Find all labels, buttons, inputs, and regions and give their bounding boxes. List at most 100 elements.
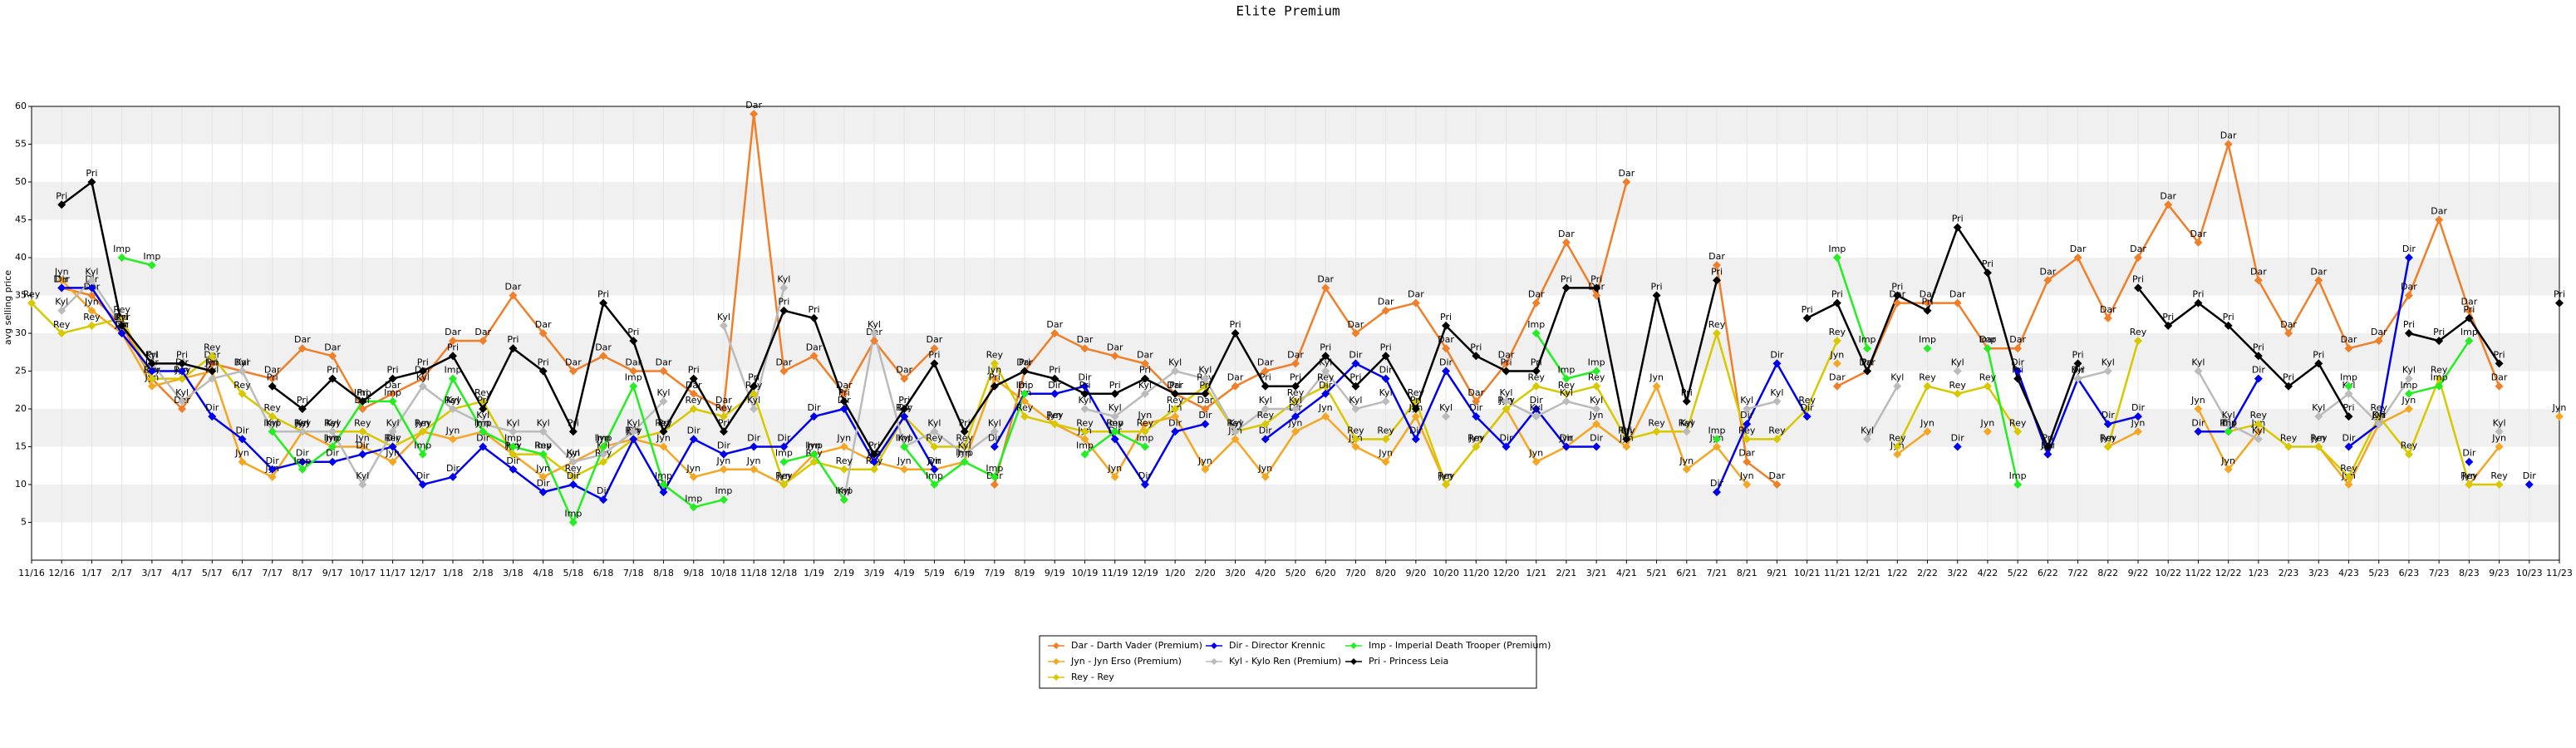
point-label: Pri bbox=[417, 357, 429, 368]
point bbox=[1351, 435, 1360, 444]
point bbox=[238, 457, 247, 466]
point-label: Pri bbox=[838, 387, 850, 398]
point-label: Jyn bbox=[2552, 402, 2567, 413]
point bbox=[779, 283, 789, 293]
point-label: Pri bbox=[1500, 357, 1512, 368]
point bbox=[2164, 200, 2173, 209]
point bbox=[870, 465, 878, 474]
point bbox=[1321, 412, 1330, 421]
point-label: Pri bbox=[868, 440, 880, 451]
point bbox=[2013, 427, 2023, 436]
point bbox=[659, 480, 668, 489]
point bbox=[238, 367, 247, 376]
point-label: Pri bbox=[2433, 327, 2445, 337]
point bbox=[479, 405, 488, 413]
point bbox=[930, 427, 939, 436]
point bbox=[1381, 457, 1390, 466]
point bbox=[719, 450, 728, 459]
point bbox=[2555, 412, 2564, 421]
point bbox=[2103, 442, 2112, 451]
point bbox=[750, 465, 759, 474]
point bbox=[1411, 435, 1420, 444]
point-label: Imp bbox=[113, 244, 130, 254]
point bbox=[750, 110, 759, 119]
point-label: Dar bbox=[2100, 304, 2116, 315]
point bbox=[509, 442, 518, 451]
point bbox=[2103, 313, 2112, 322]
point-label: Rey bbox=[2009, 417, 2027, 428]
point-label: Dar bbox=[1408, 289, 1424, 300]
point-label: Dir bbox=[2011, 357, 2025, 368]
point-label: Kyl bbox=[1500, 387, 1513, 398]
point bbox=[2224, 465, 2233, 474]
x-tick-label: 12/18 bbox=[771, 568, 798, 578]
point bbox=[1893, 381, 1902, 391]
point-label: Pri bbox=[778, 297, 789, 308]
point-label: Dar bbox=[715, 395, 732, 406]
x-tick-label: 1/20 bbox=[1165, 568, 1186, 578]
point-label: Pri bbox=[1230, 319, 1241, 330]
point-label: Rey bbox=[1768, 425, 1786, 436]
point bbox=[147, 261, 156, 270]
point-label: Kyl bbox=[1229, 417, 1242, 428]
point bbox=[418, 427, 427, 436]
point-label: Imp bbox=[263, 417, 281, 428]
point-label: Dir bbox=[446, 463, 460, 474]
point-label: Dar bbox=[1769, 470, 1786, 481]
point-label: Dar bbox=[1167, 380, 1183, 391]
point bbox=[1832, 381, 1841, 391]
point bbox=[930, 465, 939, 474]
y-tick-label: 50 bbox=[15, 176, 27, 187]
point-label: Kyl bbox=[627, 417, 640, 428]
point bbox=[900, 412, 909, 421]
point bbox=[1561, 238, 1571, 247]
point-label: Pri bbox=[718, 417, 730, 428]
point bbox=[1772, 359, 1782, 368]
point-label: Rey bbox=[474, 387, 492, 398]
point bbox=[1231, 427, 1240, 436]
point bbox=[1893, 450, 1902, 459]
point bbox=[2134, 283, 2142, 293]
point-label: Imp bbox=[1919, 334, 1936, 345]
point bbox=[1321, 367, 1330, 376]
point bbox=[719, 405, 728, 413]
point bbox=[809, 450, 819, 459]
point-label: Kyl bbox=[1680, 417, 1694, 428]
point bbox=[1321, 381, 1330, 391]
point bbox=[750, 389, 759, 398]
point bbox=[839, 405, 848, 413]
point bbox=[2495, 359, 2504, 368]
point-label: Rey bbox=[2370, 402, 2387, 413]
legend-marker bbox=[1211, 642, 1217, 649]
point-label: Rey bbox=[1016, 402, 1034, 413]
point bbox=[2524, 480, 2534, 489]
point-label: Rey bbox=[2310, 433, 2328, 444]
point bbox=[719, 321, 728, 330]
point-label: Rey bbox=[1618, 425, 1635, 436]
point bbox=[1923, 306, 1932, 315]
point-label: Pri bbox=[1349, 372, 1361, 383]
point bbox=[1923, 427, 1932, 436]
x-tick-label: 9/19 bbox=[1045, 568, 1065, 578]
y-tick-label: 30 bbox=[15, 327, 27, 338]
point bbox=[2103, 420, 2112, 429]
point-label: Dar bbox=[1046, 319, 1063, 330]
point-label: Rey bbox=[234, 380, 251, 391]
point-label: Dar bbox=[1949, 289, 1966, 300]
point-label: Jyn bbox=[1528, 448, 1543, 459]
point-label: Imp bbox=[805, 440, 823, 451]
point bbox=[1201, 465, 1210, 474]
point bbox=[839, 396, 848, 406]
point-label: Pri bbox=[56, 190, 67, 201]
point-label: Jyn bbox=[325, 433, 340, 444]
point bbox=[1140, 374, 1149, 383]
point bbox=[1381, 435, 1390, 444]
point bbox=[1682, 427, 1691, 436]
point bbox=[1140, 420, 1149, 429]
point-label: Jyn bbox=[565, 448, 580, 459]
point-label: Imp bbox=[956, 448, 973, 459]
point bbox=[1802, 313, 1812, 322]
point-label: Dir bbox=[1168, 417, 1182, 428]
point-label: Pri bbox=[627, 327, 639, 337]
x-tick-label: 2/17 bbox=[111, 568, 132, 578]
